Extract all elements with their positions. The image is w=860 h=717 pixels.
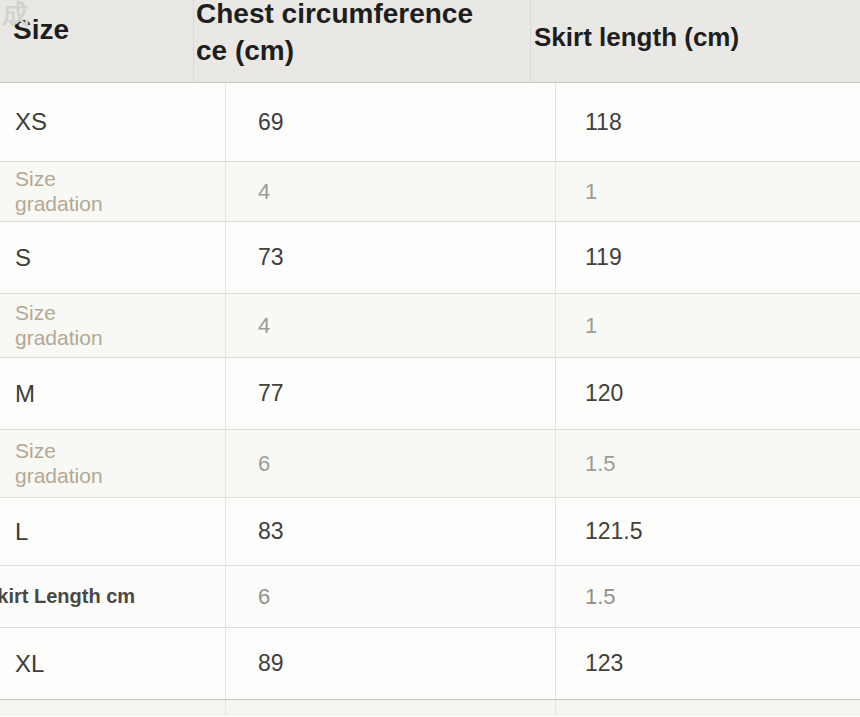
chest-header-line1: Chest circumference — [196, 0, 530, 32]
table-row-gradation: Size gradation 6 1.5 — [0, 430, 860, 498]
size-cell: M — [0, 358, 225, 429]
table-row-gradation: Size gradation 4 1 — [0, 294, 860, 358]
table-header-row: 成 Size Chest circumference ce (cm) Skirt… — [0, 0, 860, 83]
chest-header-line2: ce (cm) — [196, 32, 530, 69]
size-cell: S — [0, 222, 225, 293]
table-row-s: S 73 119 — [0, 222, 860, 294]
skirt-cell: 1.5 — [555, 430, 860, 497]
skirt-cell: 118 — [555, 83, 860, 161]
size-cell: L — [0, 498, 225, 565]
skirt-cell: 1 — [555, 294, 860, 357]
table-row-xl: XL 89 123 — [0, 628, 860, 700]
skirt-cell: 1.5 — [555, 566, 860, 627]
skirt-cell: 121.5 — [555, 498, 860, 565]
table-bottom-strip — [0, 700, 860, 716]
chest-cell: 83 — [225, 498, 555, 565]
chest-cell: 73 — [225, 222, 555, 293]
size-cell: XL — [0, 628, 225, 699]
skirt-cell: 1 — [555, 162, 860, 221]
chest-cell: 4 — [225, 294, 555, 357]
table-row-l: L 83 121.5 — [0, 498, 860, 566]
skirt-cell: 119 — [555, 222, 860, 293]
table-row-xs: XS 69 118 — [0, 83, 860, 162]
column-header-size: Size — [0, 0, 193, 82]
table-row-gradation: Size gradation 4 1 — [0, 162, 860, 222]
size-cell: Size gradation — [0, 162, 225, 221]
skirt-cell: 123 — [555, 628, 860, 699]
table-row-m: M 77 120 — [0, 358, 860, 430]
size-cell: Skirt Length cm — [0, 566, 225, 627]
size-cell: Size gradation — [0, 430, 225, 497]
skirt-header-label: Skirt length (cm) — [534, 22, 739, 52]
column-header-skirt: Skirt length (cm) — [530, 0, 860, 82]
table-row-skirt-length: Skirt Length cm 6 1.5 — [0, 566, 860, 628]
chest-cell: 6 — [225, 430, 555, 497]
size-chart-table: 成 Size Chest circumference ce (cm) Skirt… — [0, 0, 860, 716]
chest-cell: 6 — [225, 566, 555, 627]
column-header-chest: Chest circumference ce (cm) — [193, 0, 530, 82]
chest-cell: 77 — [225, 358, 555, 429]
size-cell: Size gradation — [0, 294, 225, 357]
size-cell: XS — [0, 83, 225, 161]
skirt-cell: 120 — [555, 358, 860, 429]
chest-cell: 69 — [225, 83, 555, 161]
size-header-label: Size — [13, 14, 69, 45]
chest-cell: 89 — [225, 628, 555, 699]
chest-cell: 4 — [225, 162, 555, 221]
